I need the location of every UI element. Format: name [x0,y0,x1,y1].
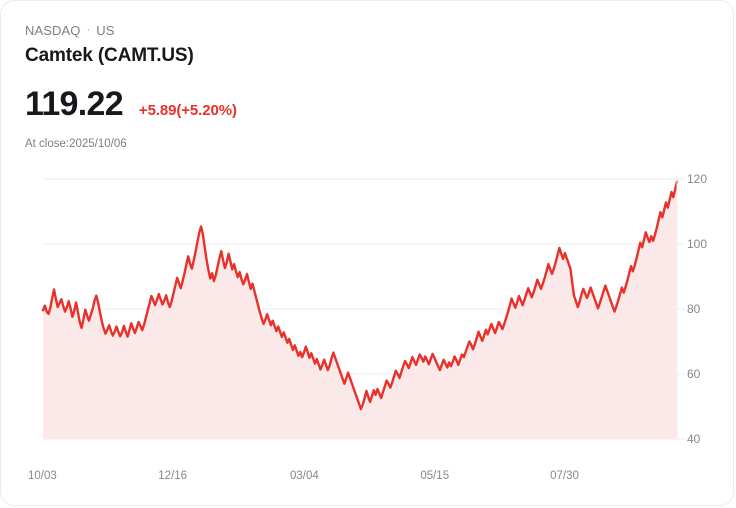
separator-dot: · [86,24,91,36]
x-axis-label: 03/04 [289,470,319,482]
price-chart-svg[interactable] [1,167,734,467]
price-line [41,180,679,411]
y-axis-label: 120 [687,172,708,186]
x-axis-label: 12/16 [158,470,188,482]
price-change: +5.89(+5.20%) [138,102,237,119]
x-axis-label: 10/03 [28,470,57,482]
price-area-fill [43,181,677,440]
price-chart[interactable]: 120 100 80 60 40 [1,167,734,467]
last-price: 119.22 [25,85,124,123]
y-axis-label: 100 [687,237,708,251]
page-title: Camtek (CAMT.US) [25,45,194,66]
exchange-label: NASDAQ [25,23,81,38]
quote-header: NASDAQ · US Camtek (CAMT.US) 119.22 +5.8… [1,1,733,151]
y-axis-label: 80 [687,302,701,316]
x-axis-label: 05/15 [420,470,450,482]
x-axis-label: 07/30 [550,470,579,482]
region-label: US [96,23,115,38]
y-axis-label: 40 [687,432,701,446]
price-row: 119.22 +5.89(+5.20%) [25,85,733,123]
y-axis-label: 60 [687,367,701,381]
close-timestamp: At close:2025/10/06 [25,138,127,150]
x-axis-labels: 10/03 12/16 03/04 05/15 07/30 [1,469,733,489]
exchange-row: NASDAQ · US [25,23,733,39]
y-axis-labels: 120 100 80 60 40 [687,167,733,467]
